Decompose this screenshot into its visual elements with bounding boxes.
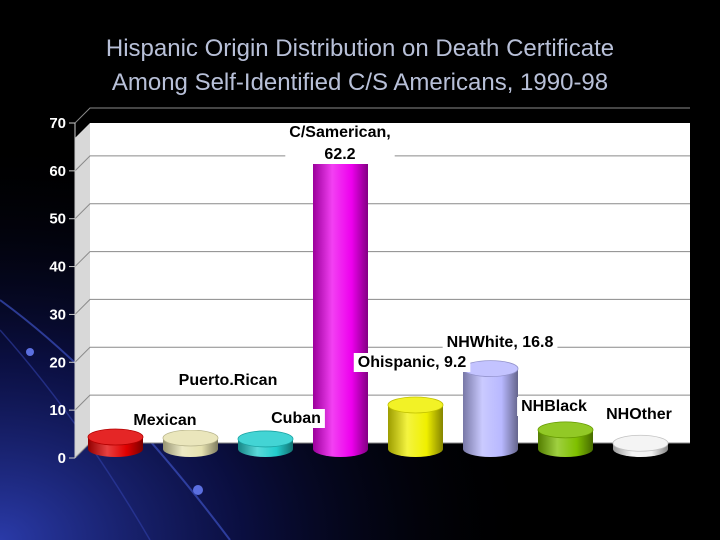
data-label-text: Mexican [133, 412, 196, 429]
y-tick-label: 0 [58, 450, 66, 467]
data-label-text: NHOther [606, 406, 672, 423]
data-label-text: Puerto.Rican [179, 372, 278, 389]
data-label-text: Cuban [271, 410, 321, 427]
gridline [74, 155, 690, 172]
bar-ohispanic [387, 396, 444, 457]
data-label-box [442, 333, 558, 352]
bar-nhother [612, 434, 669, 457]
data-label: C/Samerican, 62.2 [285, 123, 395, 164]
decor-dot-icon [26, 348, 34, 356]
data-label-text: 62.2 [324, 146, 355, 163]
data-label: Mexican [129, 411, 201, 430]
bar-body [313, 151, 368, 458]
bar-body [388, 404, 443, 457]
gridline [74, 298, 690, 315]
data-label-box [517, 397, 591, 416]
y-tick-label: 30 [49, 306, 66, 323]
bar-nhwhite [462, 360, 519, 457]
y-tick-label: 70 [49, 115, 66, 132]
bar-mexican [87, 428, 144, 457]
chart-title-line-1: Hispanic Origin Distribution on Death Ce… [105, 35, 615, 62]
data-label-text: C/Samerican, [289, 124, 390, 141]
y-tick-label: 40 [49, 259, 66, 276]
y-tick-label: 60 [49, 163, 66, 180]
data-label: Cuban [267, 409, 325, 428]
data-label-box [129, 411, 201, 430]
data-label: Ohispanic, 9.2 [353, 353, 471, 372]
y-tick-label: 50 [49, 211, 66, 228]
bar-top [162, 429, 219, 447]
gridline [74, 251, 690, 267]
data-label-box [174, 371, 282, 390]
data-label-text: NHBlack [521, 398, 587, 415]
data-label: NHOther [602, 405, 676, 424]
plot-back-wall [90, 123, 690, 443]
plot-side-wall [75, 123, 90, 458]
decor-dot-icon [193, 485, 203, 495]
bar-nhblack [537, 421, 594, 457]
data-label-text: Ohispanic, 9.2 [358, 354, 467, 371]
data-label-box [285, 123, 395, 164]
data-label-box [602, 405, 676, 424]
chart-title-line-2: Among Self-Identified C/S Americans, 199… [111, 69, 609, 96]
data-label: Puerto.Rican [174, 371, 282, 390]
data-label-box [267, 409, 325, 428]
bar-top [612, 434, 669, 452]
bar-body [463, 368, 518, 457]
bar-cuban [237, 430, 294, 457]
data-label: NHWhite, 16.8 [442, 333, 558, 352]
gridline [74, 107, 690, 124]
data-label-text: NHWhite, 16.8 [447, 334, 554, 351]
y-tick-label: 20 [49, 354, 66, 371]
y-tick-label: 10 [49, 402, 66, 419]
data-label-box [353, 353, 471, 372]
gridline [74, 203, 690, 220]
bar-top [537, 421, 594, 439]
bar-top [462, 360, 519, 378]
bar-top [87, 428, 144, 446]
bar-top [237, 430, 294, 448]
data-label: NHBlack [517, 397, 591, 416]
bar-puerto-rican [162, 429, 219, 457]
bar-top [387, 396, 444, 414]
